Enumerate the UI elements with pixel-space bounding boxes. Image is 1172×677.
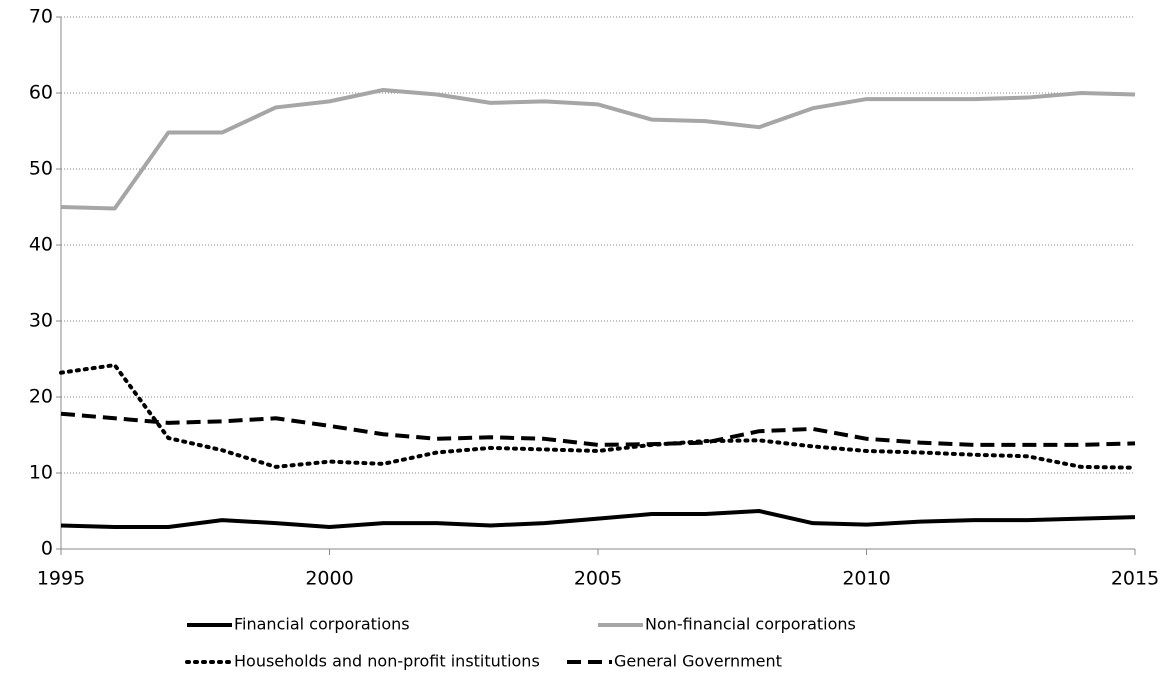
legend-label: Households and non-profit institutions: [234, 652, 540, 671]
y-tick-label: 10: [29, 462, 53, 484]
x-tick-label: 1995: [37, 568, 85, 590]
y-tick-label: 20: [29, 386, 53, 408]
series-line: [60, 411, 1136, 447]
x-tick-label: 2005: [574, 568, 622, 590]
y-tick-label: 60: [29, 82, 53, 104]
legend-label: Financial corporations: [234, 615, 410, 634]
y-tick-label: 30: [29, 310, 53, 332]
series-line: [59, 363, 1137, 470]
series-line: [60, 509, 1136, 529]
legend-label: General Government: [614, 652, 782, 671]
y-tick-label: 0: [41, 538, 53, 560]
series-line: [60, 87, 1136, 211]
y-tick-label: 70: [29, 6, 53, 28]
x-tick-label: 2000: [305, 568, 353, 590]
y-tick-label: 40: [29, 234, 53, 256]
y-tick-label: 50: [29, 158, 53, 180]
legend-label: Non-financial corporations: [645, 615, 856, 634]
x-tick-label: 2015: [1111, 568, 1159, 590]
x-tick-label: 2010: [842, 568, 890, 590]
